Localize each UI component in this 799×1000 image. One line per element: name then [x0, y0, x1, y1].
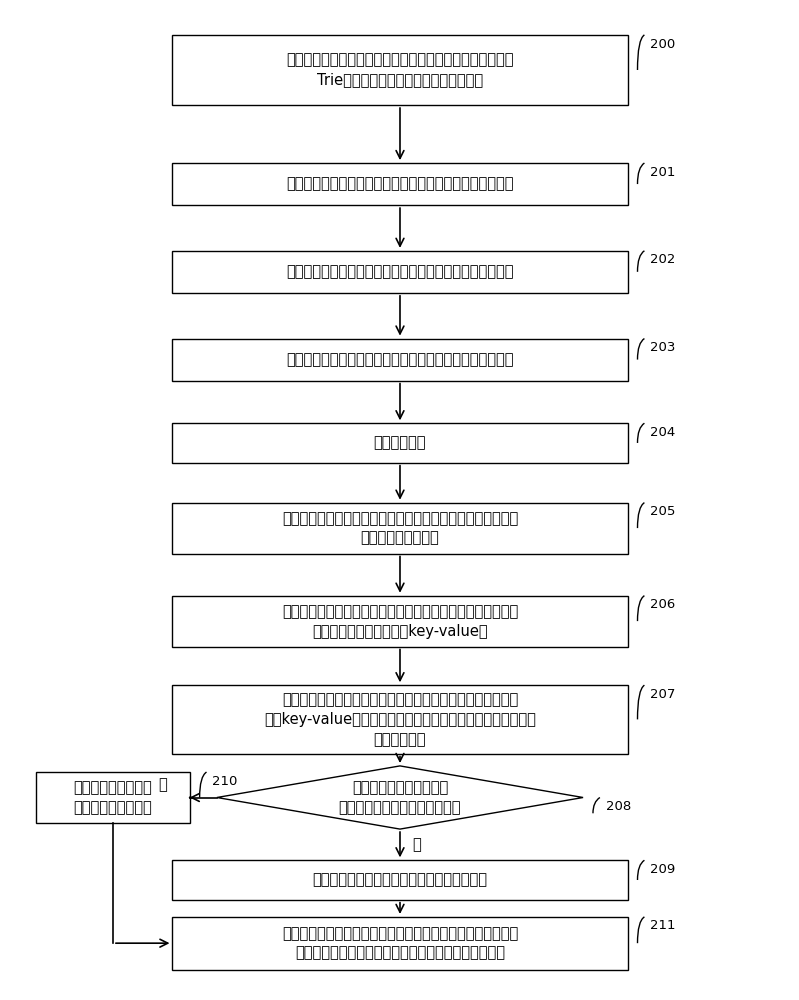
Text: 判断所有实体词集合中的
第一实体词是否包含第二实体词: 判断所有实体词集合中的 第一实体词是否包含第二实体词: [339, 780, 461, 815]
Bar: [173, 251, 627, 293]
Text: 是: 是: [411, 837, 420, 852]
Text: 将各个语料片段中每一个语料片段分配给对应的应用服务器: 将各个语料片段中每一个语料片段分配给对应的应用服务器: [286, 352, 514, 367]
Bar: [173, 423, 627, 463]
Text: 206: 206: [650, 598, 676, 611]
Text: 控制每一个应用服务器，执行根据分配的语料片段，对目标语
句进行实体词的匹配: 控制每一个应用服务器，执行根据分配的语料片段，对目标语 句进行实体词的匹配: [282, 511, 518, 545]
Text: 否: 否: [158, 777, 167, 792]
Text: 205: 205: [650, 505, 676, 518]
Text: 207: 207: [650, 688, 676, 701]
Text: 203: 203: [650, 341, 676, 354]
Text: 210: 210: [213, 775, 238, 788]
Text: 只保留第一实体词，并对第一实体词进行标注: 只保留第一实体词，并对第一实体词进行标注: [312, 872, 487, 887]
Bar: [173, 503, 627, 554]
Bar: [173, 860, 627, 900]
Text: 200: 200: [650, 38, 676, 51]
Text: 将每一个子语料词典中当前子语料词典对应的各个语料片段对
应的key-value对合并，为当前子语料词典形成与目标语句对应
的实体词集合: 将每一个子语料词典中当前子语料词典对应的各个语料片段对 应的key-value对…: [264, 692, 536, 747]
Bar: [173, 685, 627, 754]
Text: 208: 208: [606, 800, 631, 813]
Bar: [173, 163, 627, 205]
Text: 204: 204: [650, 426, 676, 439]
Text: 211: 211: [650, 919, 676, 932]
Bar: [36, 772, 189, 823]
Text: 209: 209: [650, 863, 676, 876]
Text: 分别对第一实体词和
第二实体词进行标注: 分别对第一实体词和 第二实体词进行标注: [74, 780, 153, 815]
Polygon shape: [217, 766, 583, 829]
Text: 202: 202: [650, 253, 676, 266]
Text: 对于每一个应用服务器，控制当前应用服务器输出当前应用服
务器中的语料片段对应的key-value对: 对于每一个应用服务器，控制当前应用服务器输出当前应用服 务器中的语料片段对应的k…: [282, 604, 518, 639]
Text: 设置语料片段阈值，确定一行一词的文本文件，利用双数组
Trie树加载所述文本文件，构建数据词典: 设置语料片段阈值，确定一行一词的文本文件，利用双数组 Trie树加载所述文本文件…: [286, 53, 514, 87]
Bar: [173, 596, 627, 647]
Text: 按照语料类型，对数据词典进行拆分，形成各个子语料词典: 按照语料类型，对数据词典进行拆分，形成各个子语料词典: [286, 177, 514, 192]
Text: 确定目标语句: 确定目标语句: [374, 435, 426, 450]
Bar: [173, 917, 627, 970]
Text: 根据语料片段阈值，将每一个子语料词典分为各个语料片段: 根据语料片段阈值，将每一个子语料词典分为各个语料片段: [286, 264, 514, 279]
Bar: [173, 339, 627, 381]
Text: 201: 201: [650, 166, 676, 179]
Bar: [173, 35, 627, 105]
Text: 接收对标注后的实体词的修订，并根据修订后的实体词类型，
将所述修订后的实体词添加到相应类型的子语料词典中: 接收对标注后的实体词的修订，并根据修订后的实体词类型， 将所述修订后的实体词添加…: [282, 926, 518, 961]
